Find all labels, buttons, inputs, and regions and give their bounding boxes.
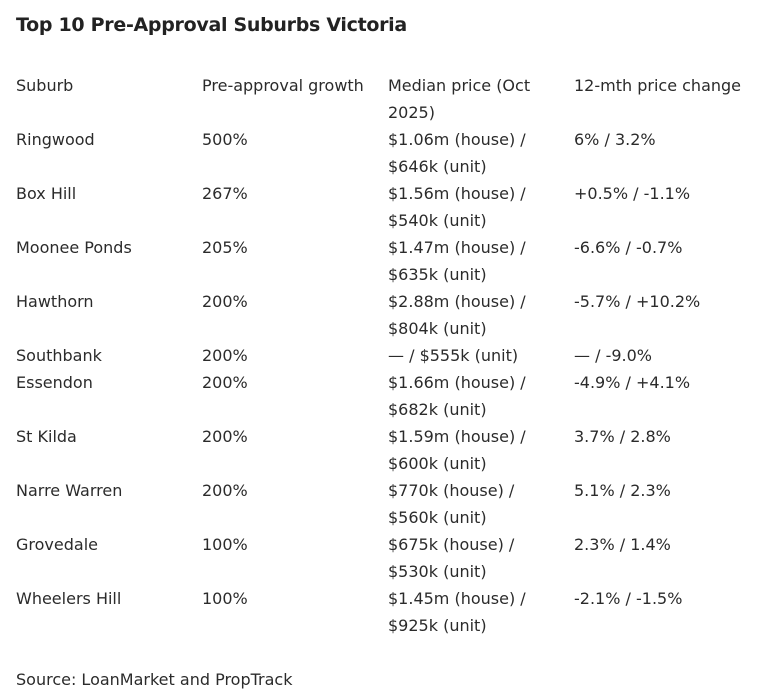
growth-cell: 100% bbox=[202, 535, 248, 554]
header-growth: Pre-approval growth bbox=[202, 76, 364, 95]
median-price-line-1: $1.47m (house) / bbox=[388, 238, 526, 257]
median-price-line-1: $1.56m (house) / bbox=[388, 184, 526, 203]
price-change-cell: +0.5% / -1.1% bbox=[574, 184, 691, 203]
suburb-cell: Grovedale bbox=[16, 535, 98, 554]
growth-cell: 200% bbox=[202, 481, 248, 500]
median-price-line-1: $2.88m (house) / bbox=[388, 292, 526, 311]
table-row: Hawthorn 200% $2.88m (house) / $804k (unit)… bbox=[16, 288, 754, 342]
price-change-cell: 6% / 3.2% bbox=[574, 130, 656, 149]
median-price-cell: $1.47m (house) / $635k (unit) bbox=[388, 234, 574, 288]
suburb-cell: Southbank bbox=[16, 346, 102, 365]
median-price-line-2: $646k (unit) bbox=[388, 157, 487, 176]
suburb-cell: Moonee Ponds bbox=[16, 238, 132, 257]
growth-cell: 200% bbox=[202, 346, 248, 365]
median-price-line-2: $635k (unit) bbox=[388, 265, 487, 284]
price-change-cell: -6.6% / -0.7% bbox=[574, 238, 683, 257]
median-price-cell: $2.88m (house) / $804k (unit) bbox=[388, 288, 574, 342]
median-price-line-1: $1.59m (house) / bbox=[388, 427, 526, 446]
median-price-line-2: $804k (unit) bbox=[388, 319, 487, 338]
header-median-price: Median price (Oct 2025) bbox=[388, 76, 531, 122]
median-price-cell: $1.59m (house) / $600k (unit) bbox=[388, 423, 574, 477]
median-price-line-2: $530k (unit) bbox=[388, 562, 487, 581]
table-row: Ringwood 500% $1.06m (house) / $646k (unit)… bbox=[16, 126, 754, 180]
median-price-line-1: $770k (house) / bbox=[388, 481, 515, 500]
median-price-line-1: $1.06m (house) / bbox=[388, 130, 526, 149]
table-row: Essendon 200% $1.66m (house) / $682k (unit)… bbox=[16, 369, 754, 423]
price-change-cell: -4.9% / +4.1% bbox=[574, 373, 691, 392]
price-change-cell: 2.3% / 1.4% bbox=[574, 535, 671, 554]
table-body: Ringwood 500% $1.06m (house) / $646k (unit)… bbox=[16, 126, 754, 639]
suburb-cell: St Kilda bbox=[16, 427, 77, 446]
median-price-line-2: $560k (unit) bbox=[388, 508, 487, 527]
median-price-cell: $770k (house) / $560k (unit) bbox=[388, 477, 574, 531]
suburb-cell: Hawthorn bbox=[16, 292, 94, 311]
median-price-cell: $1.66m (house) / $682k (unit) bbox=[388, 369, 574, 423]
median-price-line-2: $540k (unit) bbox=[388, 211, 487, 230]
median-price-line-2: $925k (unit) bbox=[388, 616, 487, 635]
price-change-cell: 3.7% / 2.8% bbox=[574, 427, 671, 446]
growth-cell: 200% bbox=[202, 292, 248, 311]
growth-cell: 200% bbox=[202, 373, 248, 392]
table-row: Southbank 200% — / $555k (unit) — / -9.0% bbox=[16, 342, 754, 369]
median-price-line-1: $675k (house) / bbox=[388, 535, 515, 554]
median-price-cell: — / $555k (unit) bbox=[388, 342, 574, 369]
growth-cell: 200% bbox=[202, 427, 248, 446]
source-note: Source: LoanMarket and PropTrack bbox=[16, 670, 293, 689]
suburbs-table: Suburb Pre-approval growth Median price … bbox=[16, 72, 754, 639]
price-change-cell: -5.7% / +10.2% bbox=[574, 292, 701, 311]
median-price-line-1: $1.45m (house) / bbox=[388, 589, 526, 608]
header-row: Suburb Pre-approval growth Median price … bbox=[16, 72, 754, 126]
median-price-cell: $1.06m (house) / $646k (unit) bbox=[388, 126, 574, 180]
median-price-cell: $675k (house) / $530k (unit) bbox=[388, 531, 574, 585]
suburb-cell: Essendon bbox=[16, 373, 93, 392]
suburb-cell: Narre Warren bbox=[16, 481, 123, 500]
table-header: Suburb Pre-approval growth Median price … bbox=[16, 72, 754, 126]
table-row: Box Hill 267% $1.56m (house) / $540k (unit)… bbox=[16, 180, 754, 234]
table-row: Wheelers Hill 100% $1.45m (house) / $925k (… bbox=[16, 585, 754, 639]
suburb-cell: Box Hill bbox=[16, 184, 77, 203]
suburb-cell: Ringwood bbox=[16, 130, 95, 149]
table-row: Narre Warren 200% $770k (house) / $560k (un… bbox=[16, 477, 754, 531]
price-change-cell: — / -9.0% bbox=[574, 346, 652, 365]
growth-cell: 100% bbox=[202, 589, 248, 608]
median-price-cell: $1.56m (house) / $540k (unit) bbox=[388, 180, 574, 234]
growth-cell: 500% bbox=[202, 130, 248, 149]
header-suburb: Suburb bbox=[16, 76, 74, 95]
price-change-cell: -2.1% / -1.5% bbox=[574, 589, 683, 608]
table-row: Grovedale 100% $675k (house) / $530k (unit)… bbox=[16, 531, 754, 585]
median-price-line-1: — / $555k (unit) bbox=[388, 346, 519, 365]
header-price-change: 12-mth price change bbox=[574, 76, 742, 95]
median-price-cell: $1.45m (house) / $925k (unit) bbox=[388, 585, 574, 639]
page-title: Top 10 Pre-Approval Suburbs Victoria bbox=[16, 14, 407, 36]
suburb-cell: Wheelers Hill bbox=[16, 589, 122, 608]
median-price-line-1: $1.66m (house) / bbox=[388, 373, 526, 392]
table-row: St Kilda 200% $1.59m (house) / $600k (unit)… bbox=[16, 423, 754, 477]
table-row: Moonee Ponds 205% $1.47m (house) / $635k (u… bbox=[16, 234, 754, 288]
median-price-line-2: $682k (unit) bbox=[388, 400, 487, 419]
price-change-cell: 5.1% / 2.3% bbox=[574, 481, 671, 500]
median-price-line-2: $600k (unit) bbox=[388, 454, 487, 473]
growth-cell: 205% bbox=[202, 238, 248, 257]
growth-cell: 267% bbox=[202, 184, 248, 203]
